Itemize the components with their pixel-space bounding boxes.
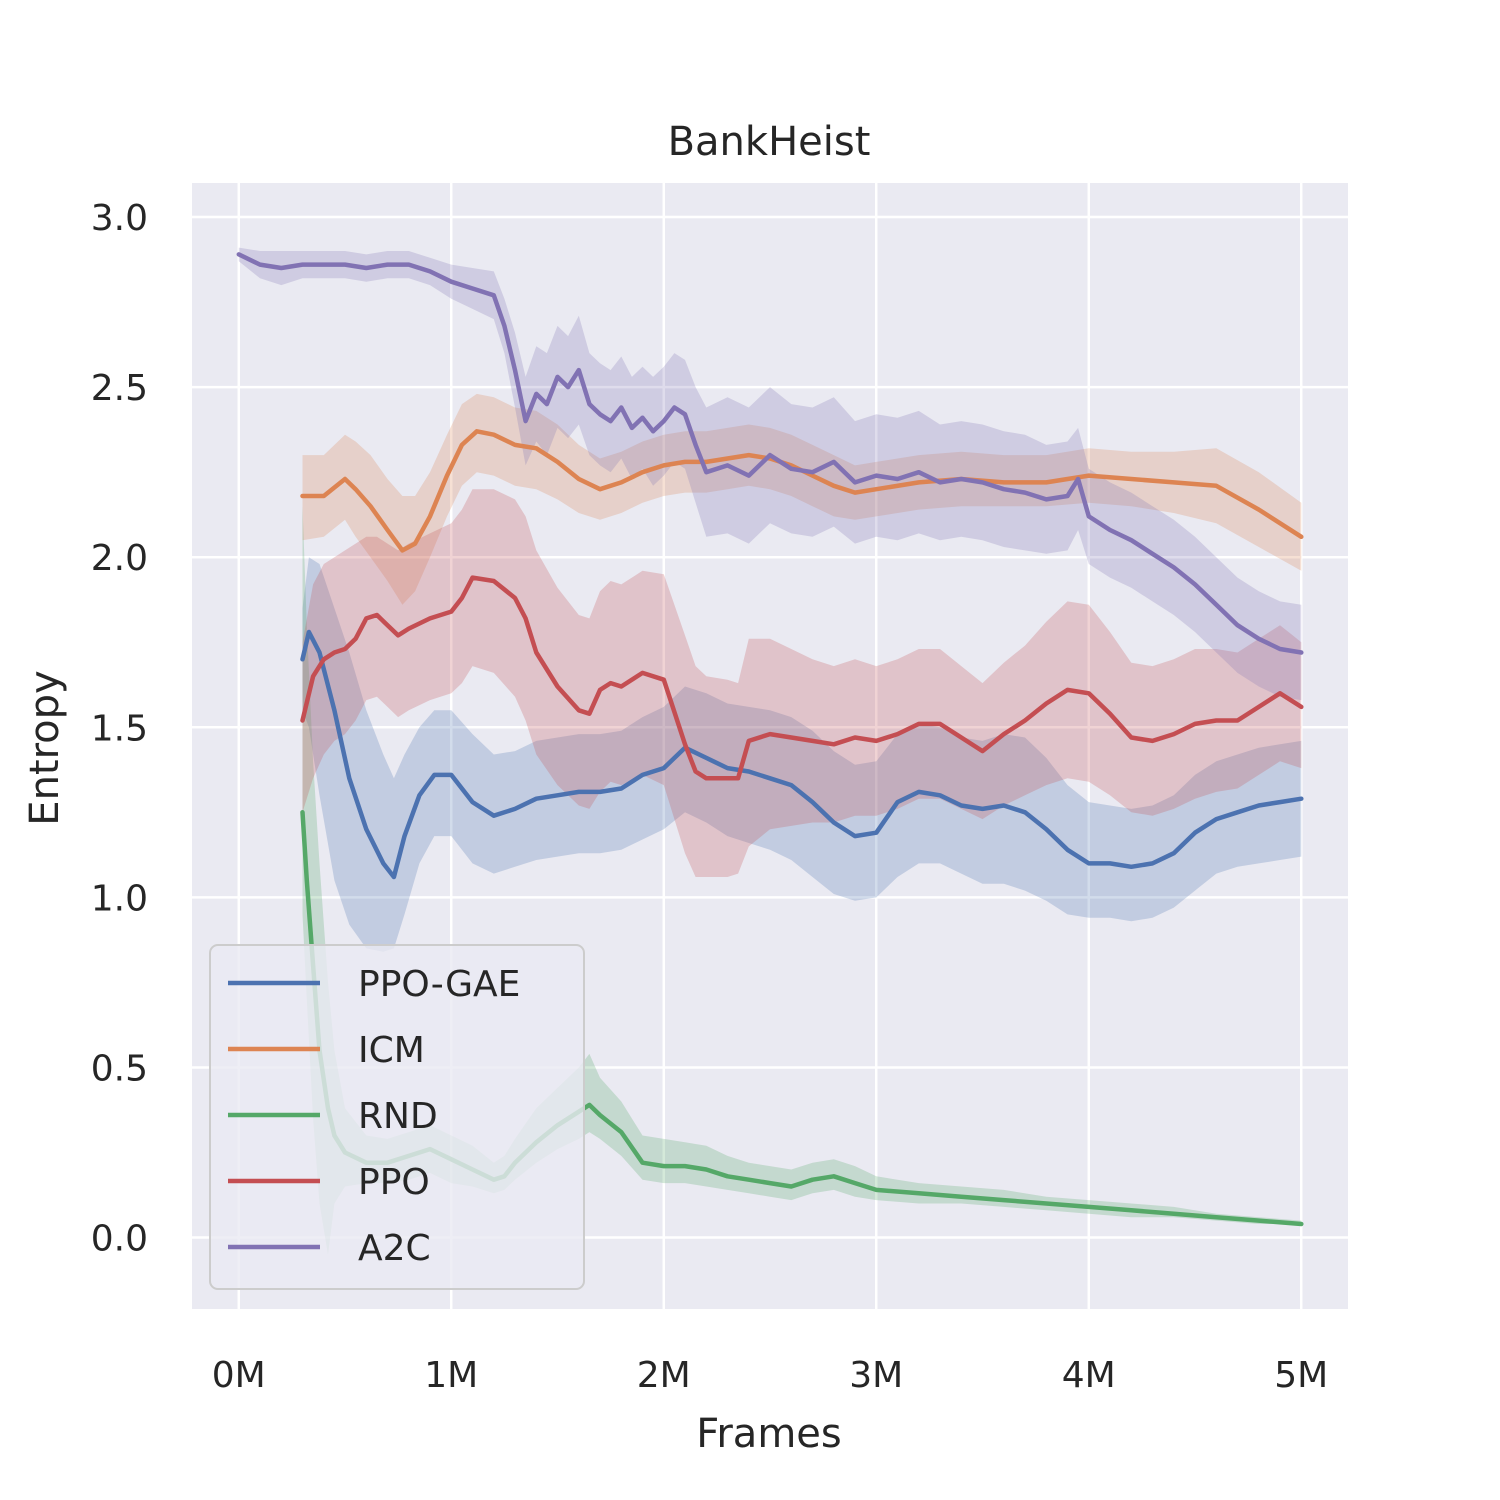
x-tick-labels: 0M 1M 2M 3M 4M 5M — [212, 1355, 1328, 1396]
y-tick-label: 2.5 — [91, 368, 148, 409]
x-tick-label: 2M — [637, 1355, 691, 1396]
series-line-ppo — [300, 575, 1304, 781]
grid — [192, 183, 1348, 1309]
y-tick-label: 3.0 — [91, 198, 148, 239]
legend-box — [209, 944, 585, 1290]
x-axis-label: Frames — [696, 1411, 841, 1457]
y-tick-label: 1.5 — [91, 708, 148, 749]
legend-label-ppo-gae: PPO-GAE — [358, 964, 520, 1005]
x-tick-label: 4M — [1062, 1355, 1116, 1396]
series-line-a2c — [236, 252, 1304, 655]
legend-label-ppo: PPO — [358, 1162, 430, 1203]
band-ppo — [302, 489, 1302, 877]
y-tick-label: 2.0 — [91, 538, 148, 579]
x-tick-label: 3M — [849, 1355, 903, 1396]
chart-title: BankHeist — [668, 119, 871, 165]
band-a2c — [238, 247, 1302, 701]
legend-label-a2c: A2C — [358, 1228, 431, 1269]
band-ppo-gae — [302, 557, 1302, 952]
y-tick-labels: 0.0 0.5 1.0 1.5 2.0 2.5 3.0 — [91, 198, 148, 1260]
band-icm — [302, 393, 1302, 605]
y-tick-label: 0.0 — [91, 1219, 148, 1260]
series-line-icm — [300, 429, 1304, 553]
y-axis-label: Entropy — [22, 670, 68, 825]
legend-label-rnd: RND — [358, 1096, 438, 1137]
legend: PPO-GAE ICM RND PPO A2C — [209, 944, 585, 1290]
y-tick-label: 1.0 — [91, 878, 148, 919]
x-tick-label: 1M — [424, 1355, 478, 1396]
x-tick-label: 5M — [1274, 1355, 1328, 1396]
series-line-ppo-gae — [300, 629, 1304, 880]
legend-label-icm: ICM — [358, 1030, 425, 1071]
y-tick-label: 0.5 — [91, 1048, 148, 1089]
x-tick-label: 0M — [212, 1355, 266, 1396]
